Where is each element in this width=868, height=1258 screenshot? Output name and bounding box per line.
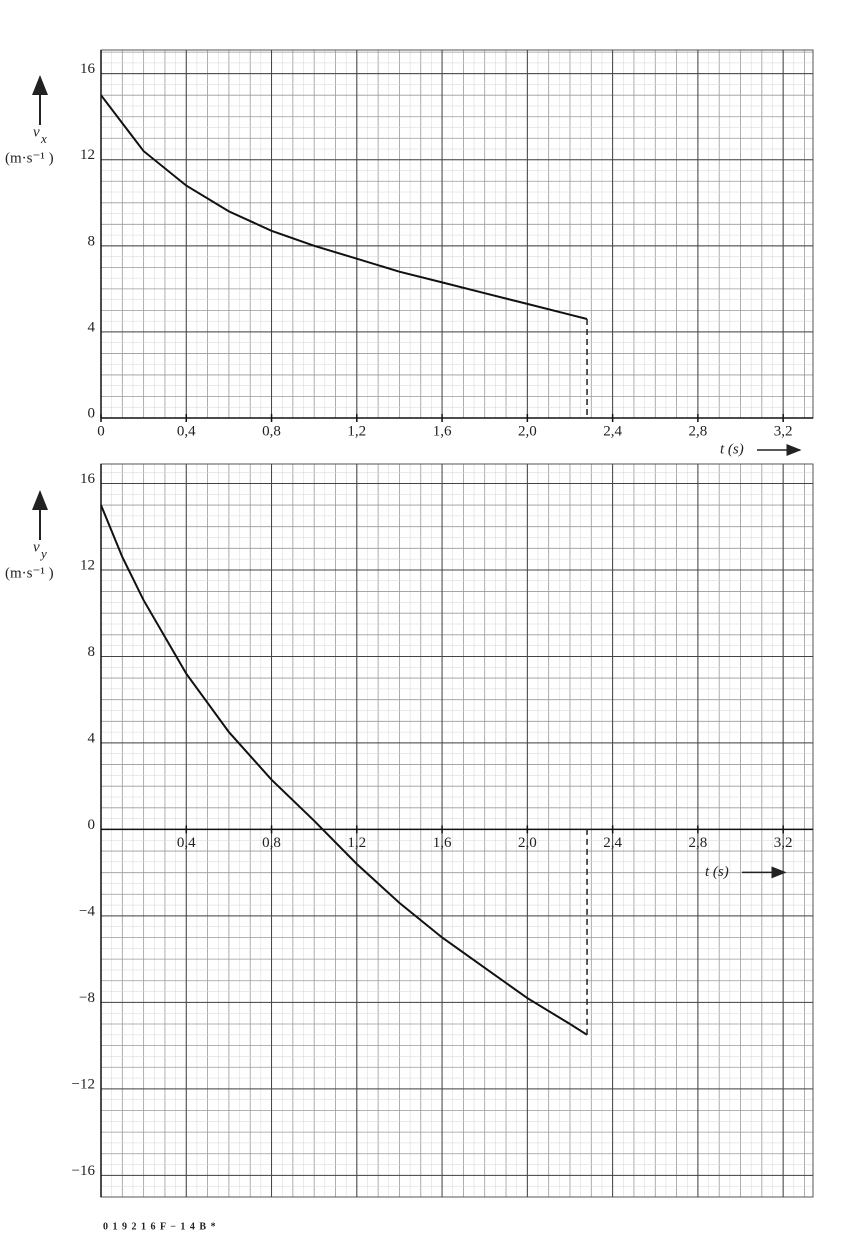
y-tick-label: −12 bbox=[72, 1076, 95, 1092]
x-tick-label: 3,2 bbox=[774, 835, 793, 851]
y-axis-symbol: v bbox=[33, 539, 40, 555]
y-tick-label: 8 bbox=[88, 233, 96, 249]
x-tick-label: 1,2 bbox=[347, 835, 366, 851]
x-tick-label: 2,8 bbox=[689, 835, 708, 851]
y-axis-subscript: y bbox=[39, 546, 47, 561]
x-tick-label: 3,2 bbox=[774, 423, 793, 439]
x-tick-label: 0,8 bbox=[262, 423, 281, 439]
y-tick-label: 16 bbox=[80, 471, 96, 487]
y-axis-unit: (m·s⁻¹ ) bbox=[5, 565, 54, 581]
y-axis-symbol: v bbox=[33, 124, 40, 140]
x-tick-label: 2,0 bbox=[518, 835, 537, 851]
y-tick-label: −16 bbox=[72, 1163, 96, 1179]
x-tick-label: 0 bbox=[97, 423, 105, 439]
x-tick-label: 1,2 bbox=[347, 423, 366, 439]
x-tick-label: 1,6 bbox=[433, 835, 452, 851]
y-tick-label: 12 bbox=[80, 147, 95, 163]
y-axis-subscript: x bbox=[40, 131, 47, 146]
x-tick-label: 2,8 bbox=[689, 423, 708, 439]
y-axis-unit: (m·s⁻¹ ) bbox=[5, 150, 54, 166]
y-tick-label: −8 bbox=[79, 990, 95, 1006]
plot bbox=[100, 463, 814, 1198]
y-tick-label: 4 bbox=[88, 319, 96, 335]
x-tick-label: 0,4 bbox=[177, 835, 196, 851]
x-axis-label: t (s) bbox=[720, 441, 744, 457]
data-line bbox=[100, 94, 588, 320]
x-tick-label: 2,4 bbox=[603, 423, 622, 439]
footer: 0 1 9 2 1 6 F − 1 4 B * bbox=[103, 1221, 217, 1232]
y-tick-label: 0 bbox=[88, 405, 96, 421]
y-tick-label: 8 bbox=[88, 644, 96, 660]
y-tick-label: 0 bbox=[88, 817, 96, 833]
y-tick-label: 4 bbox=[88, 730, 96, 746]
plot bbox=[100, 49, 814, 419]
x-tick-label: 2,0 bbox=[518, 423, 537, 439]
y-tick-label: 12 bbox=[80, 557, 95, 573]
y-tick-label: 16 bbox=[80, 61, 96, 77]
y-tick-label: −4 bbox=[79, 903, 95, 919]
x-tick-label: 0,4 bbox=[177, 423, 196, 439]
x-tick-label: 1,6 bbox=[433, 423, 452, 439]
x-tick-label: 0,8 bbox=[262, 835, 281, 851]
x-tick-label: 2,4 bbox=[603, 835, 622, 851]
data-line bbox=[100, 504, 588, 1036]
x-axis-label: t (s) bbox=[705, 864, 729, 880]
